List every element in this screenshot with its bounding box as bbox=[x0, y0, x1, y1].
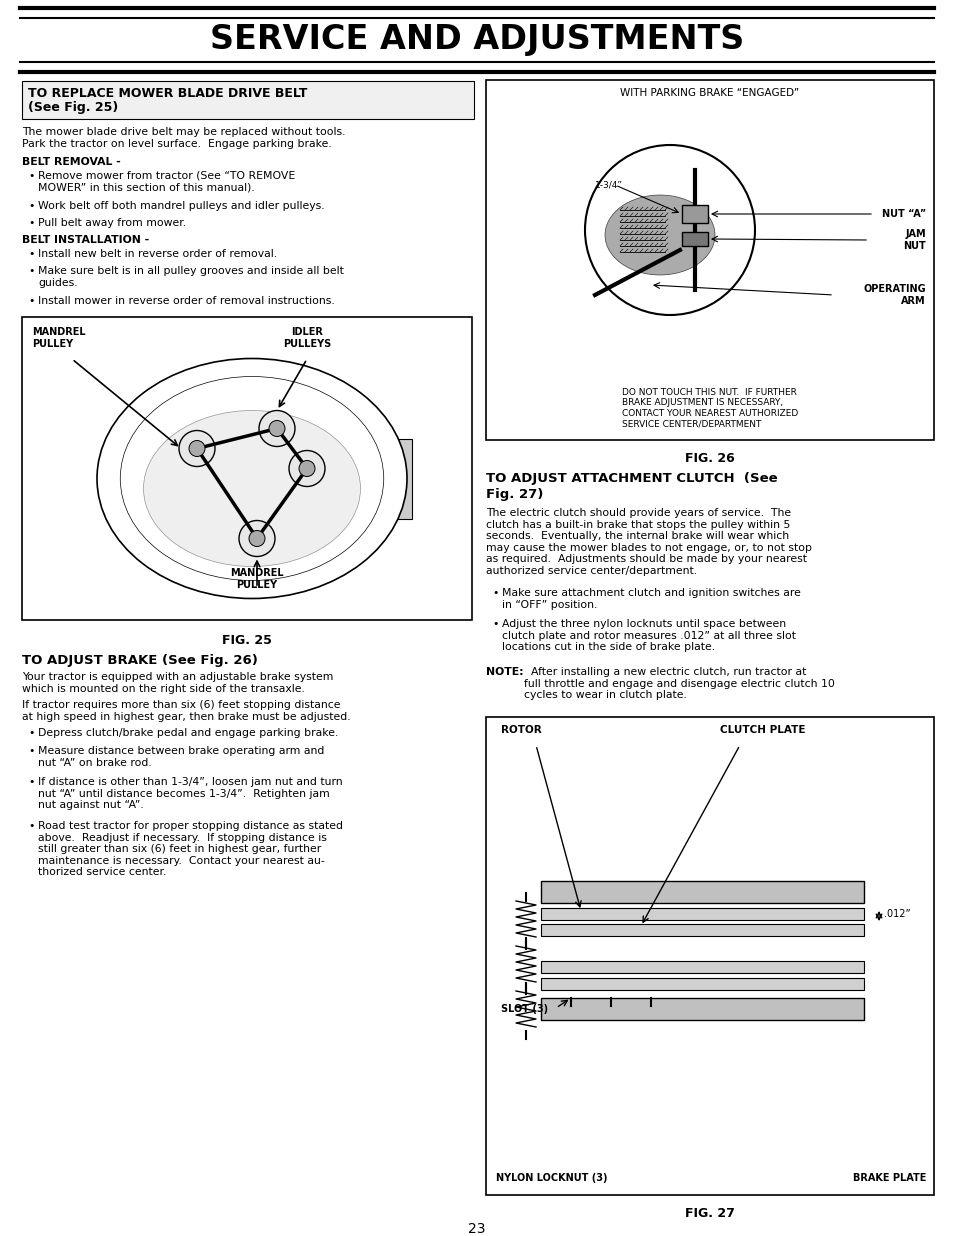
Text: Remove mower from tractor (See “TO REMOVE
MOWER” in this section of this manual): Remove mower from tractor (See “TO REMOV… bbox=[38, 171, 294, 193]
Ellipse shape bbox=[97, 358, 407, 598]
Text: Road test tractor for proper stopping distance as stated
above.  Readjust if nec: Road test tractor for proper stopping di… bbox=[38, 821, 343, 878]
Text: •: • bbox=[28, 171, 34, 180]
Text: The electric clutch should provide years of service.  The
clutch has a built-in : The electric clutch should provide years… bbox=[485, 508, 811, 576]
Text: MANDREL
PULLEY: MANDREL PULLEY bbox=[230, 569, 283, 590]
Text: WITH PARKING BRAKE “ENGAGED”: WITH PARKING BRAKE “ENGAGED” bbox=[619, 88, 799, 98]
Text: Install mower in reverse order of removal instructions.: Install mower in reverse order of remova… bbox=[38, 295, 335, 307]
Text: After installing a new electric clutch, run tractor at
full throttle and engage : After installing a new electric clutch, … bbox=[523, 667, 834, 701]
Bar bbox=[540, 881, 863, 904]
Text: NYLON LOCKNUT (3): NYLON LOCKNUT (3) bbox=[496, 1173, 607, 1183]
Bar bbox=[22, 316, 472, 620]
Text: •: • bbox=[28, 295, 34, 307]
Bar bbox=[540, 978, 863, 990]
Text: FIG. 27: FIG. 27 bbox=[684, 1208, 734, 1220]
Text: TO REPLACE MOWER BLADE DRIVE BELT: TO REPLACE MOWER BLADE DRIVE BELT bbox=[28, 87, 307, 100]
Text: TO ADJUST BRAKE (See Fig. 26): TO ADJUST BRAKE (See Fig. 26) bbox=[22, 654, 257, 667]
Text: TO ADJUST ATTACHMENT CLUTCH  (See: TO ADJUST ATTACHMENT CLUTCH (See bbox=[485, 472, 777, 485]
Text: SERVICE AND ADJUSTMENTS: SERVICE AND ADJUSTMENTS bbox=[210, 23, 743, 57]
Text: Make sure belt is in all pulley grooves and inside all belt
guides.: Make sure belt is in all pulley grooves … bbox=[38, 266, 343, 288]
Text: Pull belt away from mower.: Pull belt away from mower. bbox=[38, 218, 186, 227]
Text: Work belt off both mandrel pulleys and idler pulleys.: Work belt off both mandrel pulleys and i… bbox=[38, 201, 324, 211]
Text: Your tractor is equipped with an adjustable brake system
which is mounted on the: Your tractor is equipped with an adjusta… bbox=[22, 672, 333, 693]
Circle shape bbox=[289, 450, 325, 487]
Text: MANDREL
PULLEY: MANDREL PULLEY bbox=[32, 328, 86, 349]
Circle shape bbox=[249, 530, 265, 546]
Text: FIG. 26: FIG. 26 bbox=[684, 452, 734, 465]
Bar bbox=[485, 80, 933, 440]
Text: .012”: .012” bbox=[883, 908, 910, 920]
Text: Measure distance between brake operating arm and
nut “A” on brake rod.: Measure distance between brake operating… bbox=[38, 747, 324, 768]
Text: •: • bbox=[28, 747, 34, 756]
Text: NUT “A”: NUT “A” bbox=[881, 209, 925, 219]
Text: JAM
NUT: JAM NUT bbox=[902, 229, 925, 251]
Text: NOTE:: NOTE: bbox=[485, 667, 523, 677]
Circle shape bbox=[258, 410, 294, 446]
Text: •: • bbox=[492, 619, 497, 629]
Text: Adjust the three nylon locknuts until space between
clutch plate and rotor measu: Adjust the three nylon locknuts until sp… bbox=[501, 619, 795, 653]
Text: If tractor requires more than six (6) feet stopping distance
at high speed in hi: If tractor requires more than six (6) fe… bbox=[22, 700, 351, 722]
Circle shape bbox=[239, 520, 274, 556]
Bar bbox=[681, 205, 707, 222]
Text: OPERATING
ARM: OPERATING ARM bbox=[862, 284, 925, 305]
Text: •: • bbox=[28, 201, 34, 211]
Text: •: • bbox=[492, 588, 497, 598]
Ellipse shape bbox=[143, 410, 360, 566]
Text: FIG. 25: FIG. 25 bbox=[222, 634, 272, 646]
Text: Depress clutch/brake pedal and engage parking brake.: Depress clutch/brake pedal and engage pa… bbox=[38, 728, 338, 738]
Text: Fig. 27): Fig. 27) bbox=[485, 488, 543, 501]
Circle shape bbox=[584, 145, 754, 315]
Circle shape bbox=[269, 420, 285, 436]
Bar bbox=[356, 439, 412, 518]
Bar bbox=[485, 717, 933, 1195]
Bar bbox=[540, 962, 863, 973]
Bar bbox=[540, 997, 863, 1020]
Circle shape bbox=[179, 430, 214, 466]
Text: ROTOR: ROTOR bbox=[500, 726, 541, 735]
Circle shape bbox=[298, 461, 314, 477]
Text: •: • bbox=[28, 728, 34, 738]
Ellipse shape bbox=[604, 195, 714, 274]
Bar bbox=[540, 925, 863, 936]
Circle shape bbox=[189, 440, 205, 456]
Text: BELT REMOVAL -: BELT REMOVAL - bbox=[22, 157, 121, 167]
Text: The mower blade drive belt may be replaced without tools.
Park the tractor on le: The mower blade drive belt may be replac… bbox=[22, 127, 345, 148]
Text: •: • bbox=[28, 777, 34, 787]
Bar bbox=[22, 82, 474, 119]
Text: SLOT (3): SLOT (3) bbox=[500, 1004, 548, 1014]
Text: (See Fig. 25): (See Fig. 25) bbox=[28, 101, 118, 114]
Text: IDLER
PULLEYS: IDLER PULLEYS bbox=[283, 328, 331, 349]
Bar bbox=[681, 232, 707, 246]
Bar bbox=[540, 908, 863, 920]
Text: 1-3/4”: 1-3/4” bbox=[595, 180, 622, 189]
Text: 23: 23 bbox=[468, 1222, 485, 1236]
Text: •: • bbox=[28, 248, 34, 260]
Text: If distance is other than 1-3/4”, loosen jam nut and turn
nut “A” until distance: If distance is other than 1-3/4”, loosen… bbox=[38, 777, 342, 811]
Text: DO NOT TOUCH THIS NUT.  IF FURTHER
BRAKE ADJUSTMENT IS NECESSARY,
CONTACT YOUR N: DO NOT TOUCH THIS NUT. IF FURTHER BRAKE … bbox=[621, 388, 798, 428]
Text: •: • bbox=[28, 821, 34, 831]
Text: BRAKE PLATE: BRAKE PLATE bbox=[852, 1173, 925, 1183]
Text: •: • bbox=[28, 218, 34, 227]
Text: Install new belt in reverse order of removal.: Install new belt in reverse order of rem… bbox=[38, 248, 276, 260]
Text: BELT INSTALLATION -: BELT INSTALLATION - bbox=[22, 235, 149, 245]
Text: Make sure attachment clutch and ignition switches are
in “OFF” position.: Make sure attachment clutch and ignition… bbox=[501, 588, 800, 609]
Text: •: • bbox=[28, 266, 34, 276]
Text: CLUTCH PLATE: CLUTCH PLATE bbox=[720, 726, 804, 735]
